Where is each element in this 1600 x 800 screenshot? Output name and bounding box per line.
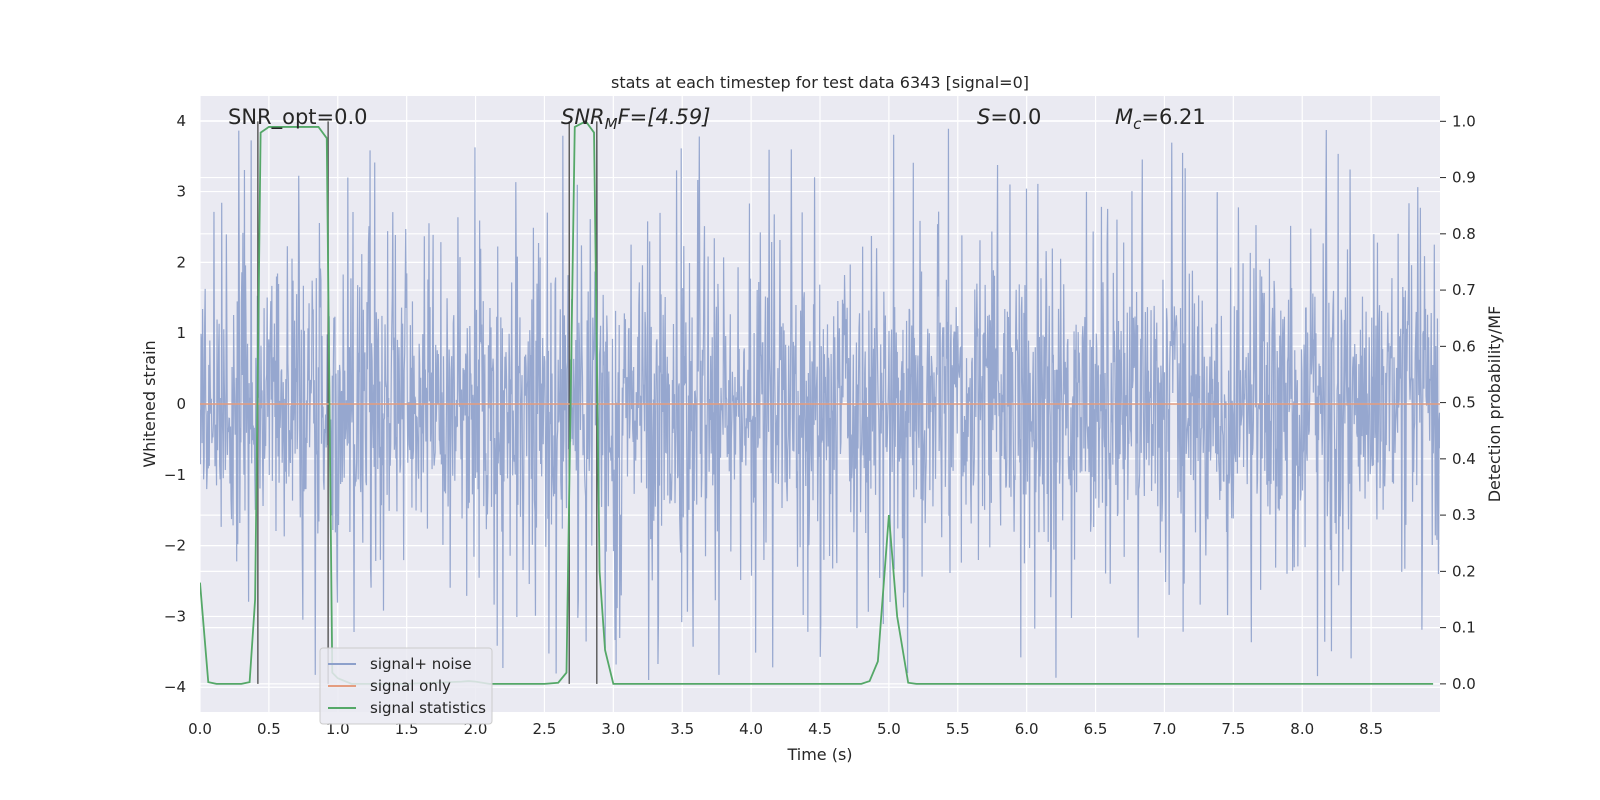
x-tick-label: 0.0: [188, 720, 212, 738]
y-tick-label: −3: [164, 607, 186, 625]
y-tick-label: −4: [164, 678, 186, 696]
signal-noise-series: [200, 128, 1440, 680]
chart-title: stats at each timestep for test data 634…: [611, 73, 1029, 92]
x-tick-label: 2.5: [533, 720, 557, 738]
x-tick-label: 6.5: [1084, 720, 1108, 738]
x-tick-label: 3.5: [670, 720, 694, 738]
annotation-mc-value: Mc=6.21: [1115, 105, 1206, 133]
y2-tick-label: 0.8: [1452, 225, 1476, 243]
y2-tick-label: 0.3: [1452, 506, 1476, 524]
x-tick-label: 4.0: [739, 720, 763, 738]
x-tick-label: 3.0: [601, 720, 625, 738]
y2-tick-label: 0.0: [1452, 675, 1476, 693]
annotation-snr-opt: SNR_opt=0.0: [228, 105, 368, 130]
y2-tick-label: 1.0: [1452, 112, 1476, 130]
x-tick-label: 5.5: [946, 720, 970, 738]
y2-tick-label: 0.2: [1452, 562, 1476, 580]
y-tick-label: 3: [176, 183, 186, 201]
x-axis-label: Time (s): [786, 745, 852, 764]
y2-tick-label: 0.1: [1452, 619, 1476, 637]
signal-statistics-line: [200, 120, 1434, 685]
y2-tick-label: 0.6: [1452, 337, 1476, 355]
legend: signal+ noise signal only signal statistic…: [319, 647, 493, 725]
x-axis-ticks: 0.0 0.5 1.0 1.5 2.0 2.5 3.0 3.5 4.0 4.5 5.0 5.5 6.0 6…: [188, 720, 1383, 738]
legend-label: signal statistics: [370, 699, 486, 717]
y-axis-ticks: 4 3 2 1 0 −1 −2 −3 −4: [164, 112, 186, 696]
annotation-snr-mf: SNRMF=[4.59]: [561, 105, 710, 133]
y2-tick-label: 0.7: [1452, 281, 1476, 299]
x-tick-label: 7.5: [1221, 720, 1245, 738]
y2-tick-label: 0.5: [1452, 394, 1476, 412]
annotations: SNR_opt=0.0 SNRMF=[4.59] S=0.0 Mc=6.21: [228, 105, 1206, 133]
x-tick-label: 7.0: [1153, 720, 1177, 738]
y-axis-label: Whitened strain: [140, 340, 159, 467]
y2-axis-label: Detection probability/MF: [1485, 306, 1504, 503]
y-tick-label: −2: [164, 537, 186, 555]
x-tick-label: 5.0: [877, 720, 901, 738]
legend-label: signal+ noise: [370, 655, 472, 673]
annotation-s-value: S=0.0: [977, 105, 1041, 129]
x-tick-label: 8.5: [1359, 720, 1383, 738]
y-tick-label: 2: [176, 253, 186, 271]
y2-tick-label: 0.4: [1452, 450, 1476, 468]
x-tick-label: 4.5: [808, 720, 832, 738]
y2-axis-ticks: 1.0 0.9 0.8 0.7 0.6 0.5 0.4 0.3 0.2 0.1 0.0: [1440, 112, 1476, 693]
y-tick-label: −1: [164, 466, 186, 484]
signal-statistics-series: [200, 120, 1434, 685]
x-tick-label: 8.0: [1290, 720, 1314, 738]
legend-label: signal only: [370, 677, 451, 695]
x-tick-label: 6.0: [1015, 720, 1039, 738]
y-tick-label: 1: [176, 324, 186, 342]
signal-noise-line: [200, 128, 1440, 680]
y-tick-label: 0: [176, 395, 186, 413]
y-tick-label: 4: [176, 112, 186, 130]
y2-tick-label: 0.9: [1452, 169, 1476, 187]
x-tick-label: 0.5: [257, 720, 281, 738]
